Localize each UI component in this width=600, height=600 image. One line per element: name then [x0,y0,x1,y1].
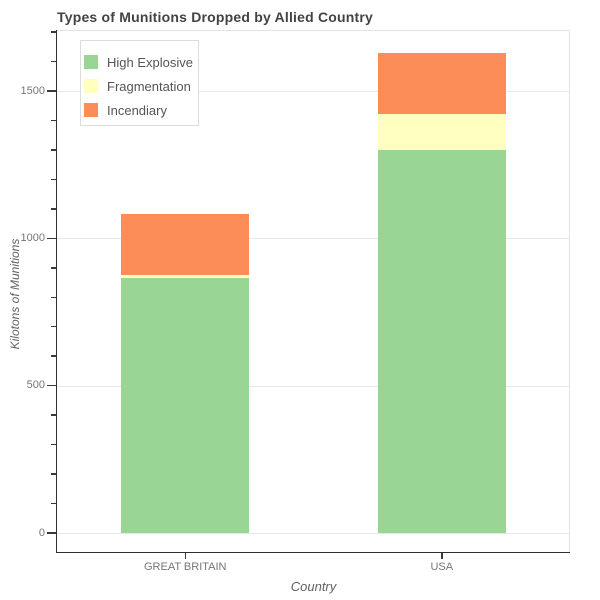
y-tick-major-1000 [46,237,56,240]
y-tick-minor-400 [50,414,56,416]
y-tick-label-0: 0 [38,526,45,539]
y-tick-minor-100 [50,502,56,505]
y-tick-major-0 [46,532,56,534]
plot-right-spine [569,30,570,553]
y-axis-label: Kilotons of Munitions [8,238,22,350]
legend-label-high-explosive: High Explosive [107,54,193,70]
x-tick-great-britain [184,553,186,559]
bar-usa-fragmentation [377,113,506,150]
legend-item-incendiary: Incendiary [84,98,198,122]
legend-item-fragmentation: Fragmentation [84,74,198,98]
gridline-1000 [57,238,570,240]
x-tick-label-great-britain: GREAT BRITAIN [143,561,227,573]
y-tick-minor-1200 [50,178,56,181]
y-tick-minor-600 [50,355,56,357]
legend-label-fragmentation: Fragmentation [107,78,191,94]
x-axis-label: Country [290,579,337,594]
legend: High Explosive Fragmentation Incendiary [80,40,199,126]
y-tick-minor-200 [50,473,56,475]
x-tick-usa [441,553,443,559]
gridline-1500 [57,91,570,92]
y-tick-minor-1700 [50,31,56,33]
x-tick-label-usa: USA [430,561,454,573]
legend-swatch-high-explosive [84,55,98,69]
gridline-500 [57,385,570,387]
y-tick-label-1000: 1000 [20,231,45,244]
bar-usa-incendiary [377,52,506,114]
legend-item-high-explosive: High Explosive [84,50,198,74]
legend-swatch-fragmentation [84,79,98,93]
y-tick-major-500 [46,384,56,387]
bar-great-britain-incendiary [121,214,250,276]
bar-great-britain-high-explosive [121,278,250,533]
legend-label-incendiary: Incendiary [107,102,167,118]
y-tick-minor-1100 [50,208,56,210]
plot-area: 0 500 1000 1500 GREAT BRITAIN USA [21,30,570,573]
plot-top-spine [57,30,570,31]
y-tick-label-500: 500 [26,379,45,392]
y-tick-minor-700 [50,325,56,328]
chart-title: Types of Munitions Dropped by Allied Cou… [57,9,374,25]
y-tick-minor-800 [50,296,56,299]
legend-swatch-incendiary [84,103,98,117]
y-tick-label-1500: 1500 [20,84,45,97]
y-tick-major-1500 [46,90,56,92]
x-axis-spine [55,551,570,553]
y-tick-minor-900 [50,267,56,269]
y-axis-spine [55,30,57,553]
y-tick-minor-1600 [50,60,56,63]
y-tick-minor-1300 [50,149,56,151]
bar-great-britain-fragmentation [121,275,250,279]
y-tick-minor-1400 [50,119,56,122]
gridline-0 [57,533,570,534]
y-tick-minor-300 [50,443,56,446]
bar-usa-high-explosive [377,149,506,533]
